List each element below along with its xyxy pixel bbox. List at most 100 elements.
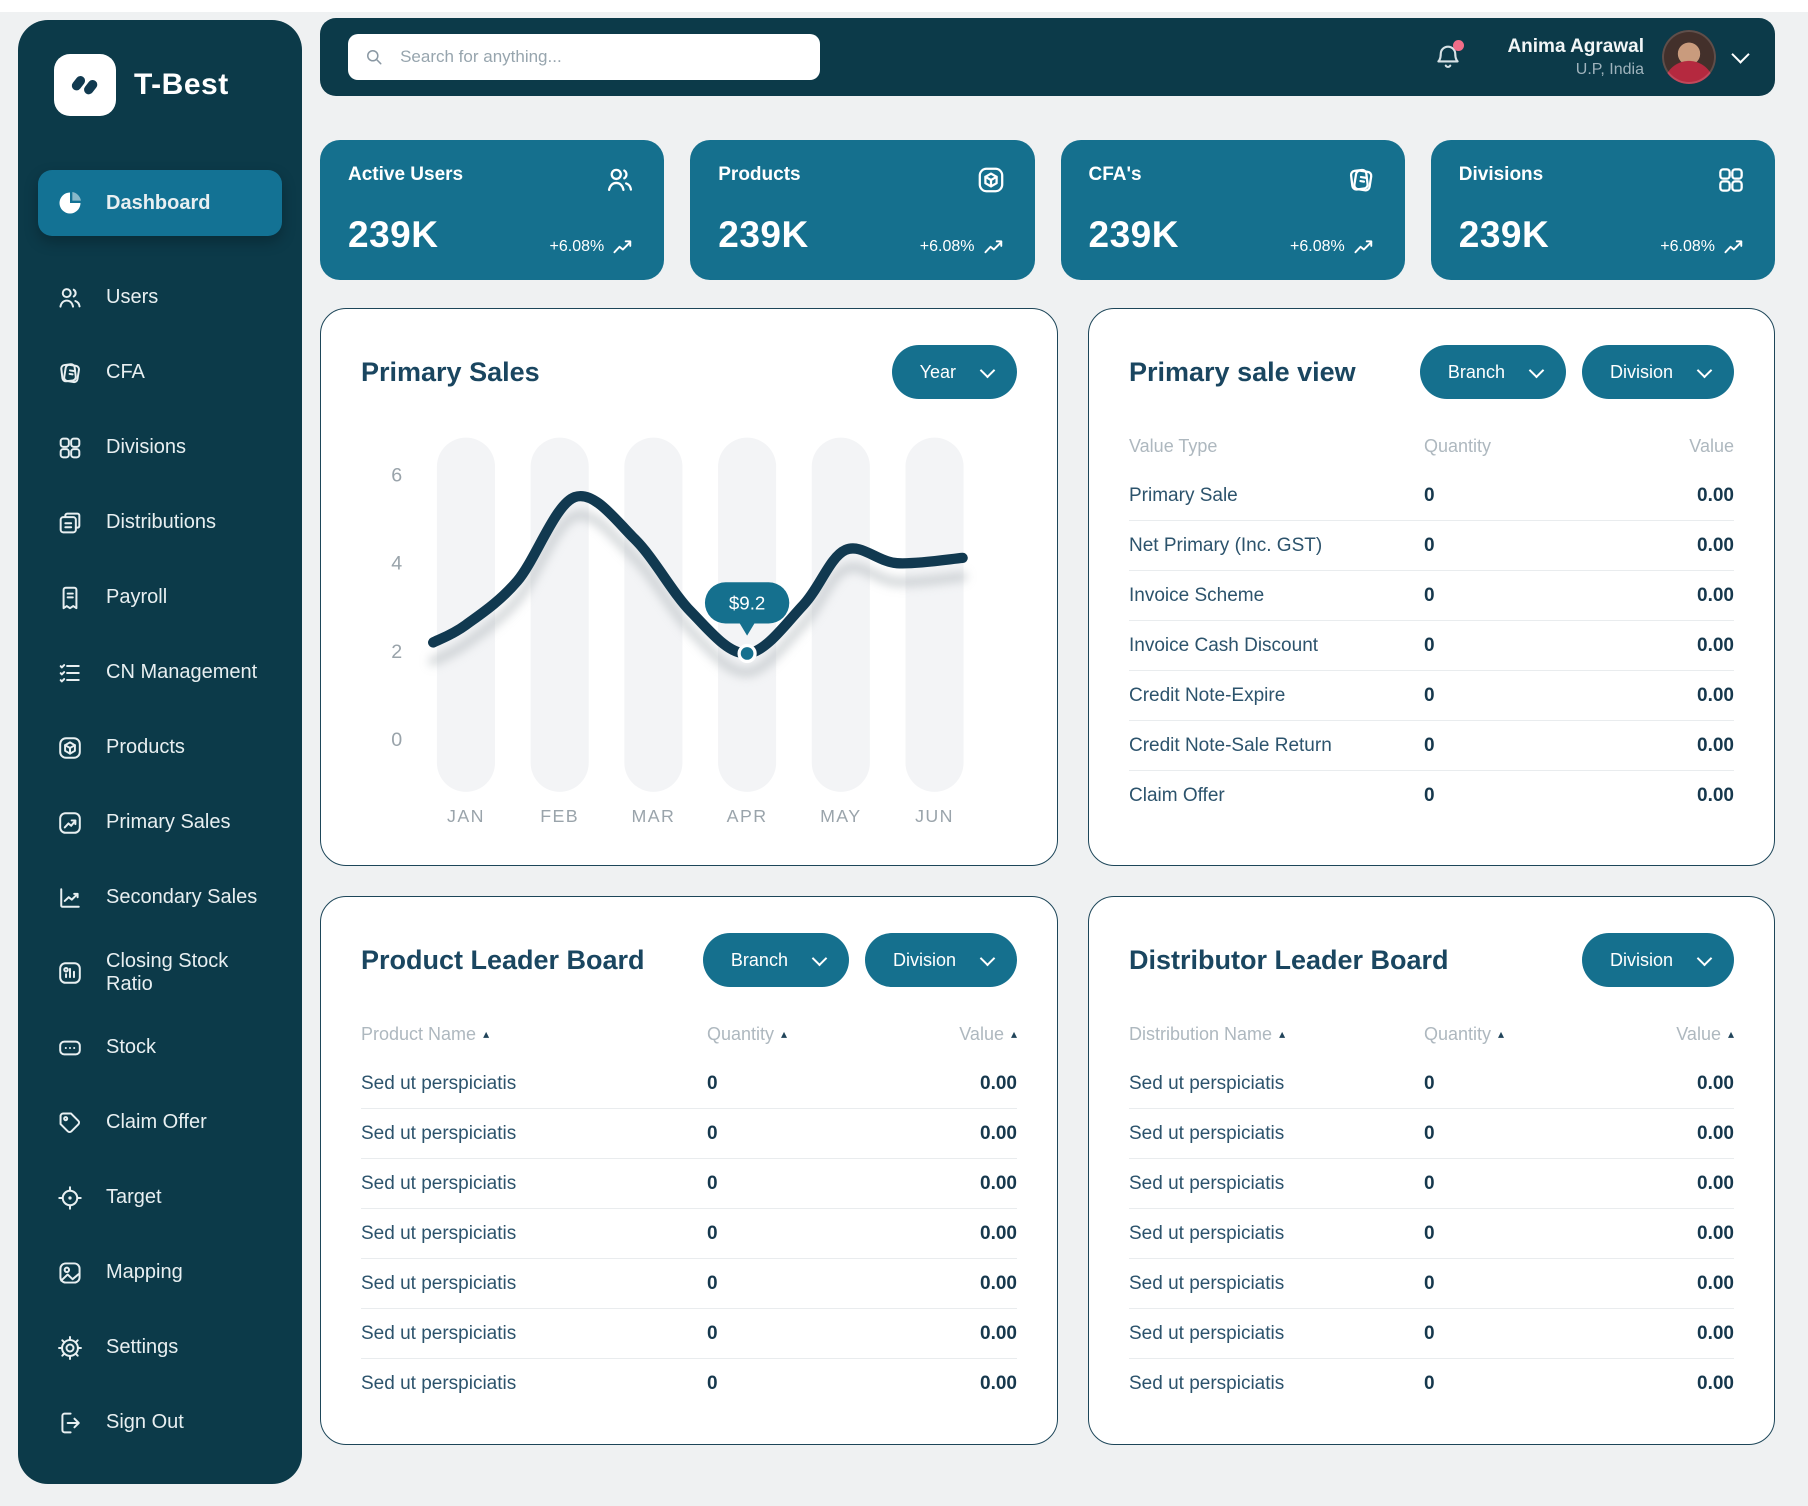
cell-name: Sed ut perspiciatis bbox=[1129, 1272, 1285, 1294]
user-menu[interactable]: Anima Agrawal U.P, India bbox=[1507, 30, 1750, 84]
search-box[interactable] bbox=[348, 34, 820, 80]
tooltip-value: $9.2 bbox=[729, 592, 765, 613]
cell-quantity: 0 bbox=[1424, 534, 1435, 556]
y-axis-tick: 0 bbox=[391, 729, 402, 751]
cell-quantity: 0 bbox=[1424, 1372, 1435, 1394]
app-name: T-Best bbox=[134, 68, 229, 101]
notifications-button[interactable] bbox=[1433, 40, 1465, 72]
column-header-product-name[interactable]: Product Name ▴ bbox=[361, 1023, 490, 1044]
column-header-quantity[interactable]: Quantity ▴ bbox=[707, 1023, 788, 1044]
cell-value: 0.00 bbox=[980, 1222, 1017, 1244]
sidebar-item-label: Sign Out bbox=[106, 1411, 184, 1433]
sidebar-item-cfa[interactable]: CFA bbox=[38, 335, 282, 410]
cfa-icon bbox=[56, 359, 84, 387]
sidebar-item-divisions[interactable]: Divisions bbox=[38, 410, 282, 485]
sidebar-item-closing-stock-ratio[interactable]: Closing Stock Ratio bbox=[38, 935, 282, 1010]
cell-value: 0.00 bbox=[980, 1172, 1017, 1194]
chart-column-band bbox=[811, 437, 870, 792]
year-filter-dropdown[interactable]: Year bbox=[891, 345, 1017, 399]
sidebar-item-label: Claim Offer bbox=[106, 1111, 207, 1133]
sidebar-item-settings[interactable]: Settings bbox=[38, 1310, 282, 1385]
chevron-down-icon bbox=[1696, 950, 1713, 967]
division-filter-dropdown[interactable]: Division bbox=[1581, 933, 1734, 988]
cell-value: 0.00 bbox=[1697, 1122, 1734, 1144]
primary-sales-icon bbox=[56, 809, 84, 837]
stat-label: CFA's bbox=[1088, 164, 1142, 185]
sidebar-item-label: Divisions bbox=[106, 436, 187, 458]
cell-name: Sed ut perspiciatis bbox=[1129, 1322, 1285, 1344]
sidebar-item-claim-offer[interactable]: Claim Offer bbox=[38, 1085, 282, 1160]
table-row: Sed ut perspiciatis 0 0.00 bbox=[1129, 1258, 1734, 1308]
sidebar-item-dashboard[interactable]: Dashboard bbox=[38, 170, 282, 236]
sidebar-item-primary-sales[interactable]: Primary Sales bbox=[38, 785, 282, 860]
column-header-value[interactable]: Value ▴ bbox=[1676, 1023, 1734, 1044]
trend-up-icon bbox=[1723, 239, 1747, 256]
settings-icon bbox=[56, 1334, 84, 1362]
division-filter-dropdown[interactable]: Division bbox=[864, 933, 1017, 988]
table-row: Primary Sale 0 0.00 bbox=[1129, 471, 1734, 520]
primary-sales-chart: 6 4 2 0 JAN FEB MAR APR MAY JUN $9.2 bbox=[391, 437, 968, 826]
y-axis-tick: 6 bbox=[391, 465, 402, 487]
column-header-value[interactable]: Value ▴ bbox=[959, 1023, 1017, 1044]
column-header-distribution-name[interactable]: Distribution Name ▴ bbox=[1129, 1023, 1286, 1044]
stat-card-active-users: Active Users 239K +6.08% bbox=[320, 140, 665, 280]
table-row: Sed ut perspiciatis 0 0.00 bbox=[1129, 1158, 1734, 1208]
cell-quantity: 0 bbox=[1424, 584, 1435, 606]
primary-sales-card: Primary Sales Year 6 4 2 0 JAN FEB MAR APR MAY JU… bbox=[320, 308, 1058, 867]
sidebar-item-sign-out[interactable]: Sign Out bbox=[38, 1385, 282, 1460]
search-input[interactable] bbox=[398, 46, 804, 68]
sidebar-item-label: Secondary Sales bbox=[106, 886, 258, 908]
table-row: Sed ut perspiciatis 0 0.00 bbox=[361, 1158, 1017, 1208]
year-filter-label: Year bbox=[919, 361, 956, 382]
sidebar-item-secondary-sales[interactable]: Secondary Sales bbox=[38, 860, 282, 935]
branch-filter-dropdown[interactable]: Branch bbox=[1419, 345, 1566, 399]
sidebar-item-distributions[interactable]: Distributions bbox=[38, 485, 282, 560]
column-header-quantity[interactable]: Quantity ▴ bbox=[1424, 1023, 1505, 1044]
table-row: Net Primary (Inc. GST) 0 0.00 bbox=[1129, 520, 1734, 570]
sidebar-item-target[interactable]: Target bbox=[38, 1160, 282, 1235]
branch-filter-dropdown[interactable]: Branch bbox=[702, 933, 849, 988]
cell-name: Net Primary (Inc. GST) bbox=[1129, 534, 1323, 556]
cell-name: Sed ut perspiciatis bbox=[1129, 1122, 1285, 1144]
sidebar-item-products[interactable]: Products bbox=[38, 710, 282, 785]
cell-value: 0.00 bbox=[1697, 1072, 1734, 1094]
sort-icon: ▴ bbox=[1010, 1027, 1017, 1042]
sidebar-item-stock[interactable]: Stock bbox=[38, 1010, 282, 1085]
distributor-leader-board-table: Distribution Name ▴ Quantity ▴ Value ▴ Sed ut … bbox=[1129, 1009, 1734, 1408]
user-text: Anima Agrawal U.P, India bbox=[1507, 36, 1644, 79]
products-stat-icon bbox=[975, 164, 1007, 196]
cell-value: 0.00 bbox=[1697, 484, 1734, 506]
cell-quantity: 0 bbox=[707, 1172, 718, 1194]
table-row: Sed ut perspiciatis 0 0.00 bbox=[1129, 1059, 1734, 1108]
sidebar-item-cn-management[interactable]: CN Management bbox=[38, 635, 282, 710]
stat-card-divisions: Divisions 239K +6.08% bbox=[1430, 140, 1775, 280]
cell-value: 0.00 bbox=[1697, 584, 1734, 606]
sort-icon: ▴ bbox=[1279, 1027, 1286, 1042]
sidebar-item-label: Primary Sales bbox=[106, 811, 231, 833]
column-header-quantity: Quantity bbox=[1424, 435, 1492, 456]
sidebar-item-mapping[interactable]: Mapping bbox=[38, 1235, 282, 1310]
sidebar-item-label: Stock bbox=[106, 1036, 157, 1058]
cell-quantity: 0 bbox=[1424, 1122, 1435, 1144]
sidebar-item-users[interactable]: Users bbox=[38, 260, 282, 335]
app-logo-row: T-Best bbox=[38, 54, 282, 116]
users-icon bbox=[56, 284, 84, 312]
branch-filter-label: Branch bbox=[1447, 361, 1505, 382]
cell-value: 0.00 bbox=[1697, 1172, 1734, 1194]
division-filter-dropdown[interactable]: Division bbox=[1581, 345, 1734, 399]
table-row: Claim Offer 0 0.00 bbox=[1129, 770, 1734, 820]
product-leader-board-table: Product Name ▴ Quantity ▴ Value ▴ Sed ut persp… bbox=[361, 1009, 1017, 1408]
cell-value: 0.00 bbox=[980, 1372, 1017, 1394]
table-row: Sed ut perspiciatis 0 0.00 bbox=[1129, 1108, 1734, 1158]
table-row: Invoice Scheme 0 0.00 bbox=[1129, 570, 1734, 620]
table-row: Sed ut perspiciatis 0 0.00 bbox=[361, 1059, 1017, 1108]
chevron-down-icon bbox=[811, 950, 828, 967]
sidebar-item-payroll[interactable]: Payroll bbox=[38, 560, 282, 635]
stat-label: Divisions bbox=[1458, 164, 1544, 185]
cell-quantity: 0 bbox=[707, 1272, 718, 1294]
cell-name: Primary Sale bbox=[1129, 484, 1238, 506]
table-row: Sed ut perspiciatis 0 0.00 bbox=[1129, 1358, 1734, 1408]
table-header-row: Value Type Quantity Value bbox=[1129, 421, 1734, 471]
cell-value: 0.00 bbox=[980, 1272, 1017, 1294]
app-logo bbox=[54, 54, 116, 116]
